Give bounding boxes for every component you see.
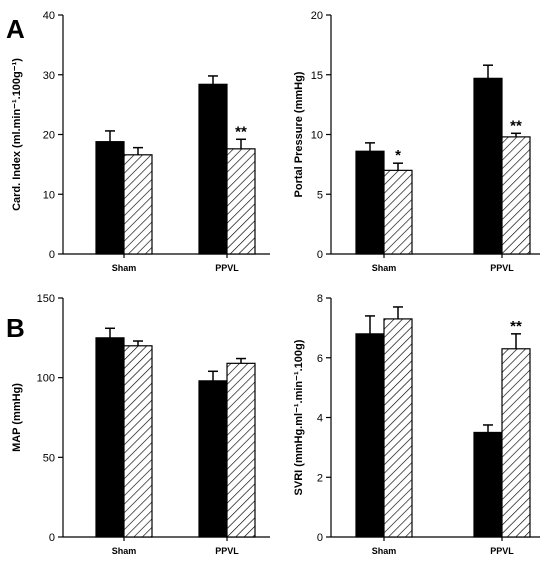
chart-3-bar-sham-solid — [95, 337, 125, 538]
chart-2-bar-sham-hatched — [383, 169, 413, 255]
chart-1-y-tick-label: 20 — [43, 130, 55, 142]
chart-3-bar-ppvl-solid — [198, 380, 228, 538]
chart-2-bar-ppvl-hatched — [501, 136, 531, 255]
chart-2-bar-sham-solid — [355, 150, 385, 255]
chart-2-significance-marker: * — [395, 147, 401, 164]
chart-3-y-tick-label: 50 — [43, 452, 55, 464]
chart-3-y-axis-label: MAP (mmHg) — [11, 383, 23, 452]
chart-2-category-label: Sham — [372, 263, 397, 273]
chart-3-category-label: PPVL — [215, 546, 239, 556]
chart-4-y-tick-label: 0 — [317, 532, 323, 544]
chart-3-y-tick-label: 0 — [49, 532, 55, 544]
panel-label-b: B — [6, 313, 25, 343]
chart-4-bar-ppvl-hatched — [501, 348, 531, 538]
chart-4-bar-sham-hatched — [383, 318, 413, 538]
chart-4-y-axis-label: SVRI (mmHg.ml⁻¹.min⁻¹.100g) — [293, 339, 305, 495]
chart-4-significance-marker: ** — [510, 318, 522, 335]
chart-1-category-label: PPVL — [215, 263, 239, 273]
chart-3-bar-ppvl-hatched — [226, 362, 256, 538]
chart-4-category-label: PPVL — [490, 546, 514, 556]
chart-2-y-axis-label: Portal Pressure (mmHg) — [293, 71, 305, 197]
chart-4-y-tick-label: 4 — [317, 413, 323, 425]
chart-3-category-label: Sham — [112, 546, 137, 556]
chart-1-bar-ppvl-solid — [198, 83, 228, 255]
chart-3-bar-sham-hatched — [123, 345, 153, 538]
chart-1-y-tick-label: 30 — [43, 70, 55, 82]
chart-1-bar-ppvl-hatched — [226, 148, 256, 255]
chart-2-y-tick-label: 15 — [311, 70, 323, 82]
chart-1-bar-sham-hatched — [123, 154, 153, 255]
chart-2-y-tick-label: 20 — [311, 10, 323, 22]
chart-2-category-label: PPVL — [490, 263, 514, 273]
chart-3-y-tick-label: 150 — [37, 293, 55, 305]
chart-4-bar-ppvl-solid — [473, 431, 503, 538]
chart-1-category-label: Sham — [112, 263, 137, 273]
chart-1-y-tick-label: 0 — [49, 249, 55, 261]
chart-1-y-axis-label: Card. Index (ml.min⁻¹.100g⁻¹) — [11, 58, 23, 211]
chart-1-significance-marker: ** — [235, 123, 247, 140]
chart-2-y-tick-label: 5 — [317, 189, 323, 201]
chart-2-y-tick-label: 10 — [311, 130, 323, 142]
chart-4-y-tick-label: 8 — [317, 293, 323, 305]
chart-1-y-tick-label: 10 — [43, 189, 55, 201]
chart-1-y-tick-label: 40 — [43, 10, 55, 22]
chart-1-bar-sham-solid — [95, 141, 125, 255]
chart-3-y-tick-label: 100 — [37, 373, 55, 385]
chart-4-category-label: Sham — [372, 546, 397, 556]
panel-label-a: A — [6, 14, 25, 44]
chart-4-y-tick-label: 6 — [317, 353, 323, 365]
chart-2-bar-ppvl-solid — [473, 77, 503, 255]
chart-2-significance-marker: ** — [510, 117, 522, 134]
chart-4-bar-sham-solid — [355, 333, 385, 538]
chart-4-y-tick-label: 2 — [317, 472, 323, 484]
chart-2-y-tick-label: 0 — [317, 249, 323, 261]
